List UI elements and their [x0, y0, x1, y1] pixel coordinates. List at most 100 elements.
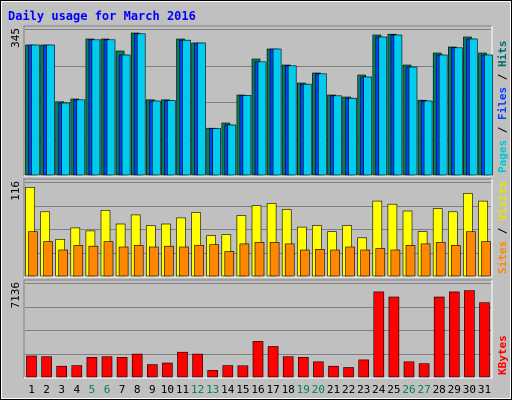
bar-pages-day-25	[393, 34, 403, 176]
bar-pages-day-24	[378, 36, 388, 176]
legend-part: Pages	[496, 140, 509, 173]
x-tick-label: 20	[312, 383, 325, 396]
bar-sites-day-27	[420, 243, 431, 277]
bar-pages-day-29	[453, 47, 463, 176]
y-max-label: 7136	[9, 282, 22, 309]
x-tick-label: 31	[478, 383, 491, 396]
legend-part: Visits	[496, 181, 509, 221]
bar-pages-day-18	[287, 65, 297, 176]
x-tick-label: 13	[206, 383, 219, 396]
bar-kbytes-day-15	[237, 365, 249, 378]
chart-title: Daily usage for March 2016	[8, 9, 196, 23]
bar-kbytes-day-8	[131, 353, 143, 378]
bar-sites-day-29	[450, 245, 461, 277]
x-tick-label: 30	[463, 383, 476, 396]
y-max-label: 116	[9, 181, 22, 201]
bar-pages-day-16	[257, 61, 267, 176]
plot-border-shadow	[23, 25, 492, 176]
bar-kbytes-day-29	[448, 291, 460, 378]
chart-panels: 345 Pages / Files / Hits 116 Sites / Visits…	[9, 25, 509, 379]
bar-sites-day-20	[315, 249, 325, 277]
bar-kbytes-day-26	[403, 361, 415, 378]
bar-pages-day-23	[363, 76, 373, 176]
bar-sites-day-2	[43, 241, 53, 277]
x-tick-label: 11	[176, 383, 189, 396]
bar-pages-day-5	[91, 39, 101, 176]
x-tick-label: 7	[119, 383, 126, 396]
bar-sites-day-14	[224, 251, 235, 277]
bar-sites-day-15	[239, 243, 250, 277]
x-tick-label: 5	[89, 383, 96, 396]
x-tick-label: 24	[372, 383, 386, 396]
x-tick-label: 25	[387, 383, 400, 396]
legend-part: Sites	[496, 241, 509, 274]
bar-pages-day-31	[484, 54, 493, 176]
bar-pages-day-17	[272, 48, 282, 176]
bar-sites-day-4	[73, 245, 84, 277]
bar-kbytes-day-16	[252, 341, 264, 378]
y-max-label: 345	[9, 28, 22, 48]
bar-sites-day-21	[330, 249, 340, 277]
bar-kbytes-day-2	[41, 356, 52, 378]
bar-pages-day-6	[106, 39, 116, 176]
x-tick-label: 27	[417, 383, 430, 396]
bar-pages-day-12	[197, 42, 206, 176]
bar-sites-day-16	[254, 242, 265, 277]
bar-kbytes-day-22	[343, 367, 354, 378]
bar-pages-day-3	[61, 102, 71, 176]
bar-pages-day-30	[469, 38, 478, 176]
x-tick-label: 10	[161, 383, 174, 396]
x-tick-label: 3	[58, 383, 65, 396]
panel-visits: 116 Sites / Visits	[9, 178, 509, 278]
bar-pages-day-15	[242, 95, 252, 176]
x-tick-label: 16	[251, 383, 264, 396]
x-tick-label: 8	[134, 383, 141, 396]
bar-sites-day-24	[375, 248, 386, 277]
bar-kbytes-day-13	[207, 370, 218, 378]
x-tick-label: 14	[221, 383, 235, 396]
x-tick-label: 28	[433, 383, 446, 396]
bar-pages-day-1	[31, 44, 40, 176]
bar-sites-day-17	[269, 242, 280, 277]
x-tick-label: 1	[28, 383, 35, 396]
legend-part: /	[496, 221, 509, 241]
plot-border-light	[24, 280, 493, 379]
bar-kbytes-day-7	[116, 356, 128, 378]
bar-kbytes-day-20	[313, 361, 324, 378]
panel-hits: 345 Pages / Files / Hits	[9, 25, 509, 177]
bar-kbytes-day-3	[56, 365, 68, 378]
bar-pages-day-14	[227, 124, 237, 176]
bar-sites-day-1	[28, 231, 38, 277]
bar-kbytes-day-19	[297, 356, 309, 378]
legend-part: /	[496, 67, 509, 87]
bar-pages-day-26	[408, 66, 418, 176]
plot-border-light	[24, 179, 493, 278]
bar-sites-day-26	[405, 245, 416, 277]
bar-kbytes-day-12	[192, 353, 203, 378]
bar-kbytes-day-10	[162, 362, 173, 378]
series-legend-kbytes: KBytes	[496, 335, 509, 375]
bar-pages-day-8	[136, 33, 146, 176]
bar-kbytes-day-4	[71, 365, 83, 378]
bar-kbytes-day-5	[86, 356, 98, 378]
x-tick-label: 2	[43, 383, 50, 396]
x-tick-label: 9	[149, 383, 156, 396]
bar-kbytes-day-6	[101, 356, 113, 378]
bar-sites-day-19	[299, 249, 310, 277]
bar-pages-day-7	[121, 54, 131, 176]
x-tick-label: 4	[73, 383, 80, 396]
bar-pages-day-27	[423, 100, 433, 176]
bar-sites-day-5	[88, 245, 99, 277]
bar-kbytes-day-14	[222, 365, 234, 378]
bar-kbytes-day-21	[328, 365, 339, 378]
x-tick-label: 21	[327, 383, 340, 396]
bar-kbytes-day-1	[26, 355, 37, 378]
bar-sites-day-11	[179, 246, 189, 277]
x-tick-label: 17	[266, 383, 279, 396]
bar-sites-day-31	[481, 241, 491, 277]
bar-kbytes-day-31	[479, 302, 490, 378]
bar-pages-day-9	[152, 100, 161, 176]
bar-pages-day-20	[318, 73, 327, 176]
